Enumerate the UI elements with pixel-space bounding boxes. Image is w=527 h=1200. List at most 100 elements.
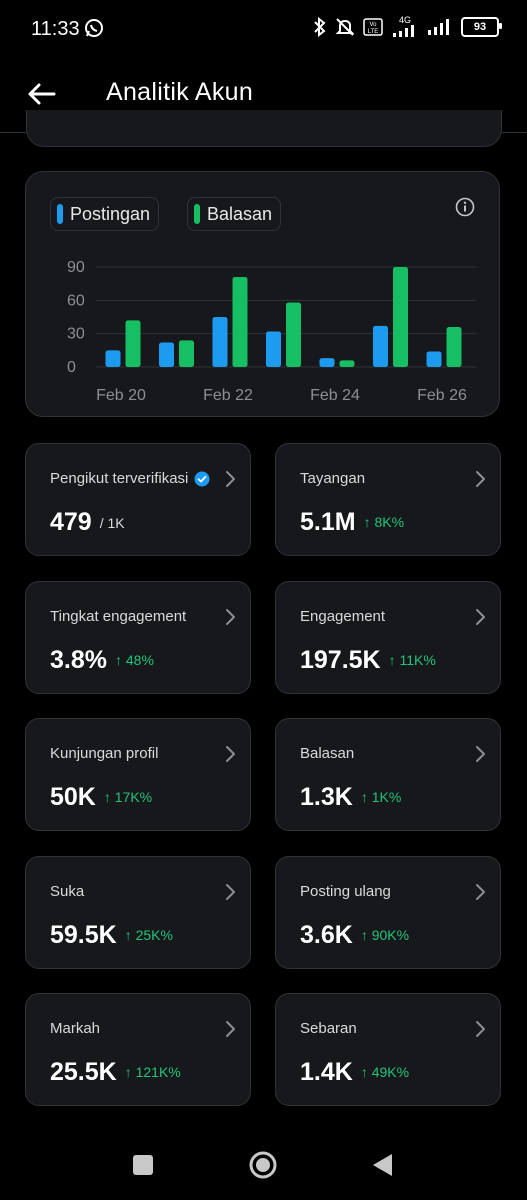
- square-icon[interactable]: [128, 1150, 158, 1180]
- chevron-right-icon: [476, 608, 485, 625]
- status-bar: 11:33 Vo LTE 4G 93: [0, 0, 527, 60]
- bar-balasan-feb-21[interactable]: [179, 340, 194, 367]
- bar-balasan-feb-23[interactable]: [286, 302, 301, 367]
- stat-value: 479: [50, 508, 92, 536]
- stat-label-row: Balasan: [300, 745, 354, 762]
- stat-card-engagement[interactable]: Engagement 197.5K ↑ 11K%: [275, 580, 501, 694]
- chart-bars: [105, 267, 462, 367]
- stat-card-balasan[interactable]: Balasan 1.3K ↑ 1K%: [275, 718, 501, 831]
- stat-value: 3.6K: [300, 920, 353, 949]
- stat-label: Engagement: [300, 607, 386, 625]
- chart-y-axis: 0 30 60 90: [67, 259, 85, 376]
- arrow-left-icon[interactable]: [24, 76, 60, 112]
- stat-delta: ↑ 121K%: [124, 1064, 181, 1080]
- chevron-right-icon: [476, 1021, 485, 1037]
- stat-label: Pengikut terverifikasi: [50, 470, 189, 487]
- bar-postingan-feb-25[interactable]: [373, 325, 388, 367]
- bar-chart: 0 30 60 90 Feb 20 Feb 22 Feb 24 Feb 26: [67, 259, 476, 404]
- verified-badge-icon: [194, 471, 210, 486]
- x-tick-label: Feb 20: [96, 387, 146, 404]
- svg-text:Vo: Vo: [369, 22, 377, 28]
- chevron-right-icon: [476, 883, 485, 900]
- stat-label-row: Tingkat engagement: [50, 608, 186, 625]
- stat-card-tingkat-engagement[interactable]: Tingkat engagement 3.8% ↑ 48%: [25, 580, 251, 694]
- stat-value-row: 50K ↑ 17K%: [50, 783, 152, 812]
- bar-postingan-feb-22[interactable]: [212, 317, 228, 367]
- x-tick-label: Feb 22: [203, 387, 253, 404]
- bar-balasan-feb-26[interactable]: [446, 327, 462, 367]
- x-tick-label: Feb 24: [310, 387, 360, 404]
- chart-x-axis: Feb 20 Feb 22 Feb 24 Feb 26: [96, 387, 467, 404]
- stat-value: 1.4K: [300, 1058, 353, 1086]
- bar-balasan-feb-24[interactable]: [339, 360, 355, 367]
- stat-delta: ↑ 49K%: [360, 1064, 410, 1080]
- circle-icon[interactable]: [248, 1150, 278, 1180]
- chevron-right-icon: [226, 608, 235, 625]
- stat-value-row: 1.3K ↑ 1K%: [300, 783, 401, 812]
- stat-value-row: 5.1M ↑ 8K%: [300, 508, 404, 537]
- stat-label-row: Tayangan: [300, 470, 365, 487]
- bar-balasan-feb-20[interactable]: [125, 320, 141, 367]
- stat-card-pengikut-terverifikasi[interactable]: Pengikut terverifikasi 479 / 1K: [25, 443, 251, 556]
- page-title: Analitik Akun: [106, 78, 254, 106]
- stat-label-row: Pengikut terverifikasi: [50, 470, 210, 487]
- stat-card-markah[interactable]: Markah 25.5K ↑ 121K%: [25, 993, 251, 1106]
- chevron-right-icon: [476, 471, 485, 487]
- stat-value-row: 3.6K ↑ 90K%: [300, 921, 409, 950]
- legend-balasan[interactable]: Balasan: [187, 197, 282, 231]
- y-tick-label: 0: [67, 359, 76, 376]
- system-navigation-bar: [0, 1130, 527, 1200]
- legend-postingan[interactable]: Postingan: [50, 197, 160, 231]
- legend-swatch-postingan: [57, 204, 63, 224]
- bar-postingan-feb-20[interactable]: [105, 350, 121, 367]
- chevron-right-icon: [226, 1021, 235, 1037]
- stat-card-sebaran[interactable]: Sebaran 1.4K ↑ 49K%: [275, 993, 501, 1106]
- stat-value: 5.1M: [300, 508, 356, 536]
- stat-label-row: Sebaran: [300, 1020, 357, 1037]
- triangle-back-icon[interactable]: [368, 1150, 398, 1180]
- stat-delta: ↑ 11K%: [388, 651, 436, 668]
- stat-label: Kunjungan profil: [50, 745, 159, 762]
- stat-label: Tayangan: [300, 470, 366, 487]
- chevron-right-icon: [476, 746, 485, 762]
- stat-card-tayangan[interactable]: Tayangan 5.1M ↑ 8K%: [275, 443, 501, 556]
- whatsapp-icon: [85, 19, 103, 37]
- bar-balasan-feb-25[interactable]: [393, 267, 408, 367]
- info-icon[interactable]: [455, 197, 475, 217]
- bar-postingan-feb-26[interactable]: [426, 351, 442, 367]
- svg-text:LTE: LTE: [368, 29, 379, 35]
- stat-label: Sebaran: [300, 1020, 357, 1037]
- stat-label-row: Markah: [50, 1020, 100, 1037]
- stat-card-suka[interactable]: Suka 59.5K ↑ 25K%: [25, 855, 251, 969]
- bar-postingan-feb-24[interactable]: [319, 358, 335, 367]
- legend-label-balasan: Balasan: [207, 203, 273, 224]
- signal-icon: [393, 25, 414, 37]
- legend-label-postingan: Postingan: [70, 203, 151, 224]
- stat-value: 1.3K: [300, 783, 353, 811]
- stat-label-row: Kunjungan profil: [50, 745, 158, 762]
- stat-label: Posting ulang: [300, 882, 391, 900]
- stat-value: 3.8%: [50, 645, 107, 674]
- stat-value-row: 197.5K ↑ 11K%: [300, 646, 436, 675]
- signal-4g: 4G: [391, 16, 419, 37]
- bar-balasan-feb-22[interactable]: [232, 277, 248, 367]
- chevron-right-icon: [226, 471, 235, 487]
- bar-postingan-feb-21[interactable]: [159, 342, 174, 367]
- stat-card-posting-ulang[interactable]: Posting ulang 3.6K ↑ 90K%: [275, 855, 501, 969]
- bar-postingan-feb-23[interactable]: [266, 331, 281, 367]
- overview-card-partial: [26, 110, 502, 147]
- y-tick-label: 30: [67, 326, 85, 343]
- stat-value: 197.5K: [300, 645, 381, 674]
- stat-card-kunjungan-profil[interactable]: Kunjungan profil 50K ↑ 17K%: [25, 718, 251, 831]
- stat-delta: ↑ 1K%: [360, 789, 402, 805]
- bluetooth-icon: [314, 16, 326, 37]
- stat-delta: ↑ 48%: [114, 651, 154, 668]
- legend-swatch-balasan: [194, 204, 200, 224]
- activity-chart-card: Postingan Balasan 0 30 60 90 Feb 20 Feb 22 Fe…: [25, 171, 500, 417]
- network-label: 4G: [398, 15, 411, 25]
- stat-label-row: Engagement: [300, 608, 385, 625]
- stat-label-row: Suka: [50, 883, 84, 900]
- status-time: 11:33: [31, 18, 80, 40]
- stat-value: 25.5K: [50, 1058, 117, 1086]
